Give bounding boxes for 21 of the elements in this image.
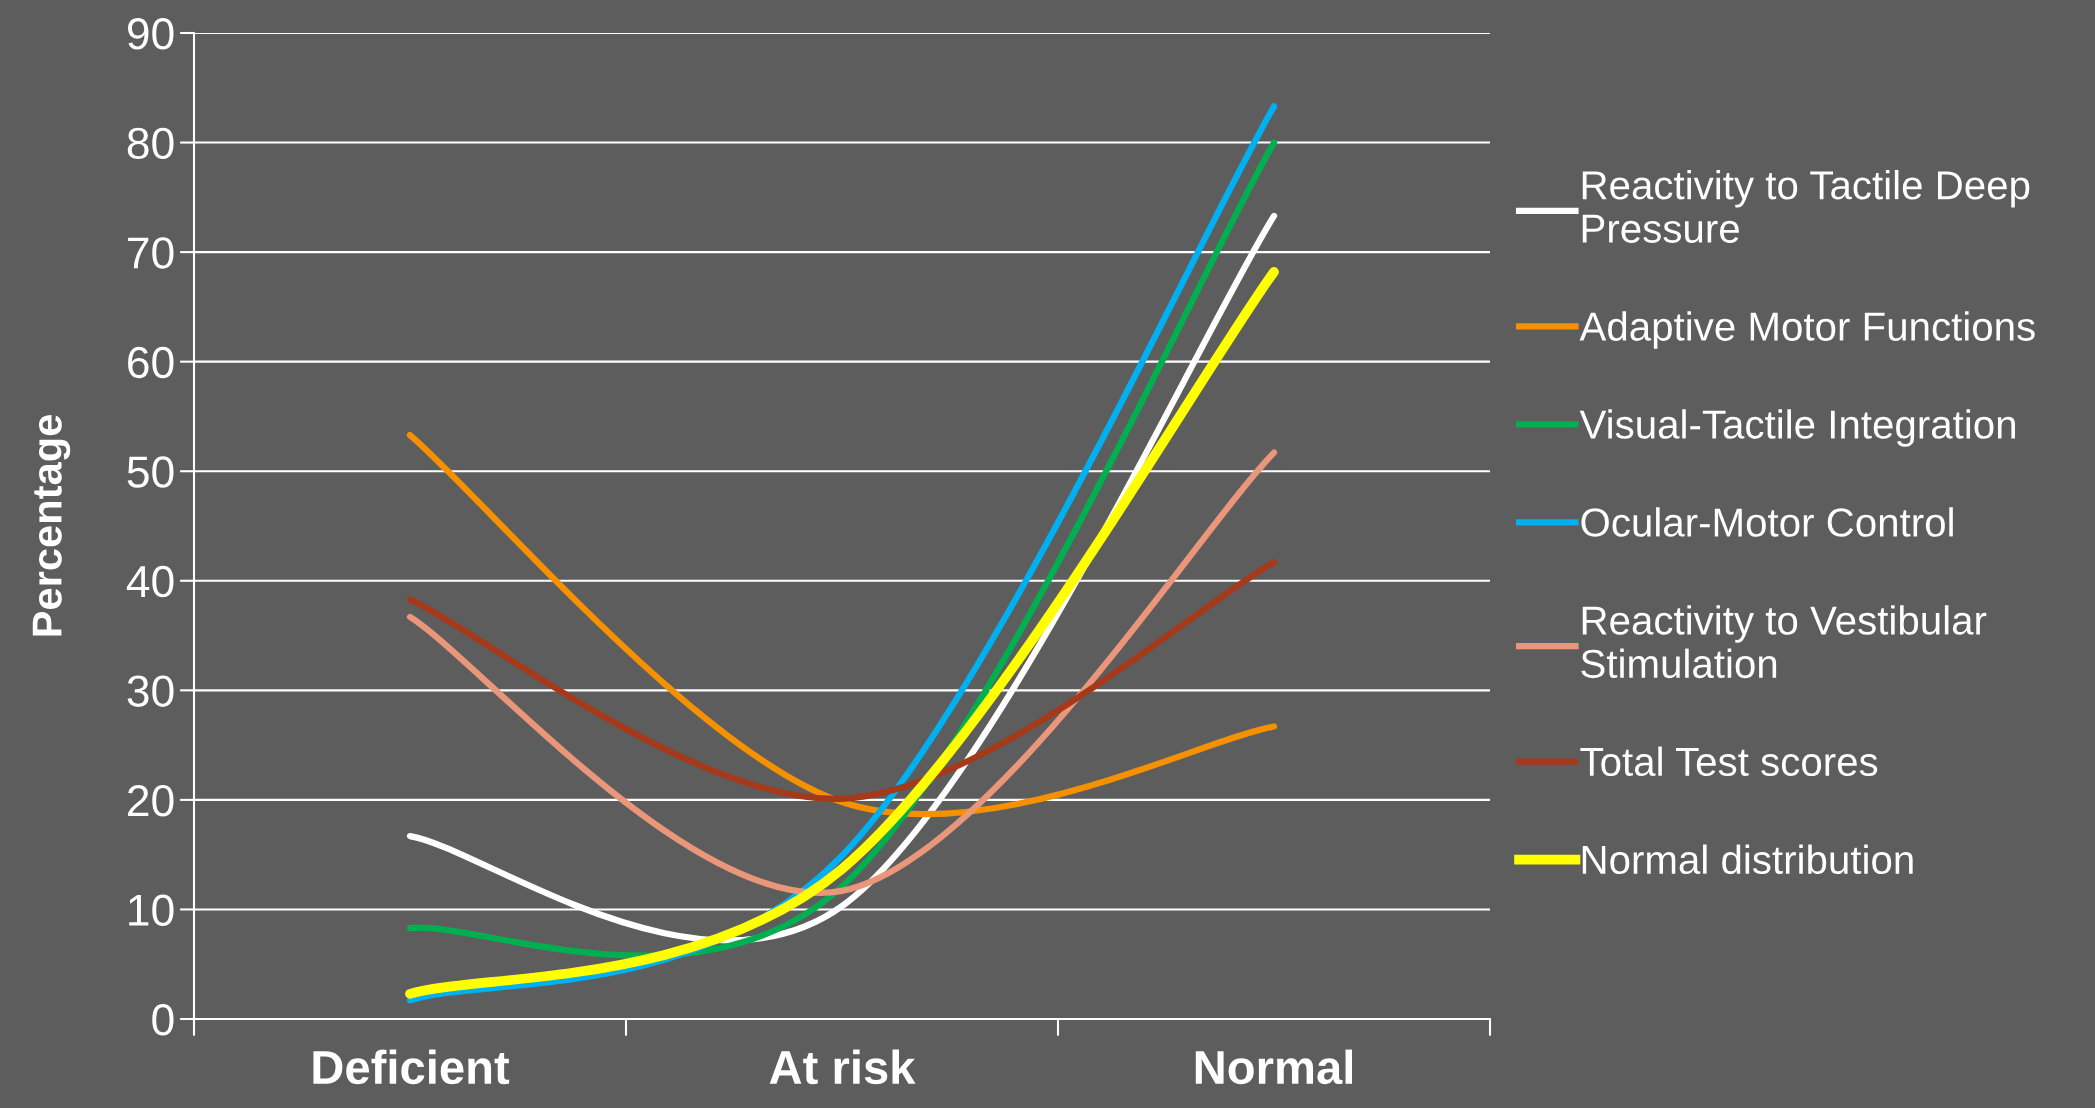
x-tick-label: Normal — [1195, 1049, 1352, 1085]
legend-label: Visual-Tactile Integration — [1579, 409, 2015, 447]
legend-label: Ocular-Motor Control — [1581, 507, 1953, 537]
x-tick-label: At risk — [769, 1049, 916, 1085]
y-tick-label: 80 — [127, 127, 174, 160]
y-tick-label: 60 — [128, 346, 174, 379]
legend-label: Adaptive Motor Functions — [1579, 311, 2035, 349]
legend-label: Reactivity to Tactile Deep Pressure — [1582, 169, 2030, 243]
x-tick-label: Deficient — [313, 1049, 510, 1085]
y-tick-label: 20 — [128, 784, 174, 817]
legend-label: Reactivity to Vestibular Stimulation — [1581, 605, 1987, 679]
y-tick-label: 70 — [128, 237, 174, 269]
y-tick-label: 30 — [127, 675, 174, 707]
y-tick-label: 10 — [129, 894, 174, 926]
y-tick-label: 40 — [126, 565, 174, 598]
y-axis-title: Percentage — [32, 415, 71, 636]
y-tick-label: 0 — [152, 1004, 174, 1036]
y-tick-label: 50 — [127, 456, 174, 488]
legend-label: Normal distribution — [1582, 844, 1913, 875]
y-tick-label: 90 — [127, 18, 174, 50]
legend-label: Total Test scores — [1580, 746, 1878, 777]
